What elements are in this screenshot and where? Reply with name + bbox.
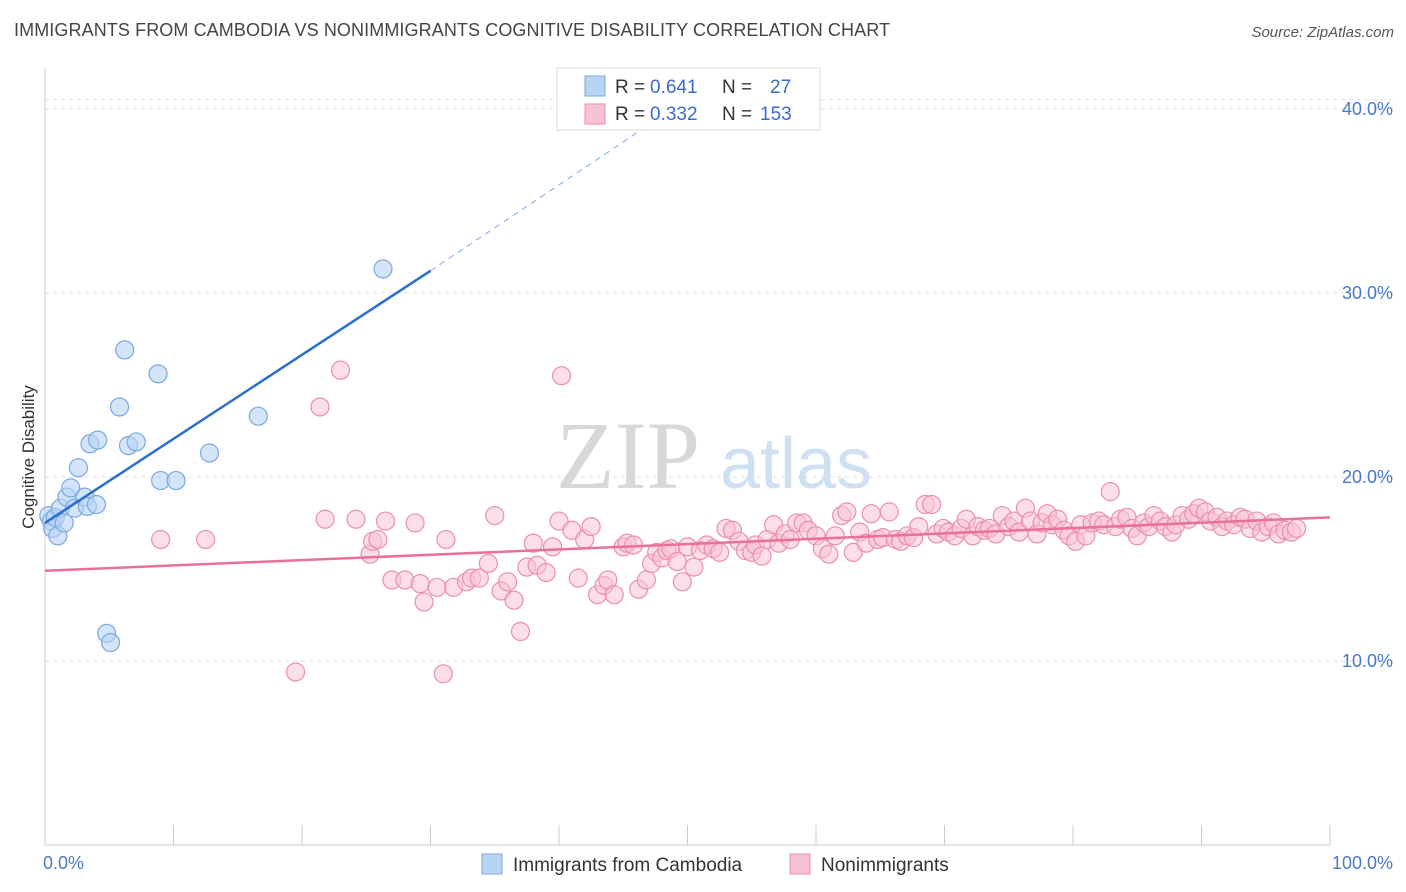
- chart-source: Source: ZipAtlas.com: [1251, 24, 1394, 41]
- point-nonimmigrants-14: [410, 574, 430, 594]
- point-nonimmigrants-37: [568, 568, 588, 588]
- point-cambodia-18: [109, 397, 130, 417]
- x-tick-label-0: 0.0%: [43, 853, 84, 873]
- series-legend: Immigrants from Cambodia Nonimmigrants: [481, 853, 949, 876]
- point-nonimmigrants-4: [315, 509, 335, 529]
- legend-n-value-1: 27: [770, 77, 791, 98]
- grid-lines: [45, 99, 1395, 662]
- trend-lines: [44, 115, 1331, 573]
- legend-n-value-2: 153: [760, 104, 792, 125]
- point-nonimmigrants-55: [672, 572, 692, 592]
- point-nonimmigrants-39: [581, 516, 601, 537]
- point-nonimmigrants-10: [375, 511, 396, 531]
- point-cambodia-21: [126, 432, 146, 452]
- point-nonimmigrants-127: [1100, 482, 1120, 502]
- legend-swatch-nonimmigrants: [789, 853, 811, 875]
- watermark-zip: ZIP: [556, 402, 700, 509]
- axes: [44, 68, 1331, 846]
- watermark: ZIP atlas: [556, 402, 872, 509]
- point-nonimmigrants-61: [710, 542, 730, 562]
- point-nonimmigrants-17: [433, 664, 453, 684]
- point-nonimmigrants-82: [837, 502, 857, 522]
- point-nonimmigrants-16: [427, 577, 447, 597]
- point-nonimmigrants-1: [196, 529, 216, 550]
- y-tick-label-2: 30.0%: [1342, 283, 1393, 303]
- point-cambodia-22: [148, 364, 168, 384]
- point-nonimmigrants-15: [414, 592, 434, 612]
- point-nonimmigrants-33: [542, 537, 563, 557]
- x-tick-labels: 0.0% 100.0%: [43, 853, 1393, 873]
- legend-r-label-2: R =: [615, 104, 645, 125]
- chart-title: IMMIGRANTS FROM CAMBODIA VS NONIMMIGRANT…: [14, 20, 891, 40]
- point-cambodia-15: [88, 430, 108, 450]
- point-cambodia-25: [199, 443, 220, 463]
- trend-line-nonimmigrants: [44, 516, 1331, 573]
- point-nonimmigrants-13: [405, 513, 425, 533]
- legend-swatch-blue: [584, 75, 606, 97]
- point-cambodia-26: [248, 406, 268, 426]
- point-cambodia-10: [68, 458, 89, 478]
- point-nonimmigrants-28: [510, 621, 531, 642]
- y-tick-label-1: 20.0%: [1342, 467, 1393, 487]
- point-nonimmigrants-3: [310, 397, 330, 417]
- point-cambodia-14: [86, 494, 107, 515]
- point-nonimmigrants-48: [636, 570, 656, 590]
- legend-label-nonimmigrants: Nonimmigrants: [821, 855, 949, 876]
- legend-n-label-1: N =: [722, 77, 752, 98]
- point-nonimmigrants-30: [523, 533, 543, 553]
- point-nonimmigrants-86: [861, 504, 881, 524]
- point-nonimmigrants-94: [909, 516, 929, 537]
- legend-r-label-1: R =: [615, 77, 645, 98]
- point-nonimmigrants-5: [330, 360, 351, 380]
- point-nonimmigrants-43: [604, 585, 624, 605]
- legend-swatch-cambodia: [481, 853, 503, 875]
- point-nonimmigrants-27: [504, 590, 524, 610]
- point-cambodia-24: [166, 470, 186, 491]
- trend-line-cambodia-extension: [430, 115, 663, 272]
- point-nonimmigrants-18: [436, 529, 456, 550]
- x-tick-label-1: 100.0%: [1332, 853, 1393, 873]
- point-nonimmigrants-22: [469, 568, 489, 588]
- point-nonimmigrants-9: [368, 529, 388, 550]
- legend-n-label-2: N =: [722, 104, 752, 125]
- point-nonimmigrants-96: [922, 494, 942, 515]
- point-cambodia-6: [54, 513, 74, 533]
- point-cambodia-17: [100, 632, 121, 653]
- y-axis-label: Cognitive Disability: [19, 385, 38, 529]
- legend-swatch-pink: [584, 103, 606, 125]
- point-nonimmigrants-23: [478, 553, 498, 574]
- point-nonimmigrants-68: [752, 546, 772, 566]
- point-nonimmigrants-24: [485, 505, 505, 526]
- point-nonimmigrants-57: [684, 557, 704, 577]
- point-nonimmigrants-80: [825, 526, 845, 546]
- y-tick-label-3: 40.0%: [1342, 99, 1393, 119]
- y-tick-label-0: 10.0%: [1342, 651, 1393, 671]
- point-cambodia-8: [61, 478, 81, 498]
- legend-r-value-2: 0.332: [650, 104, 698, 125]
- trend-line-cambodia: [44, 269, 432, 524]
- point-nonimmigrants-2: [285, 662, 306, 682]
- point-cambodia-27: [373, 259, 393, 279]
- point-nonimmigrants-6: [346, 509, 366, 529]
- point-cambodia-19: [115, 340, 135, 360]
- y-tick-labels: 10.0% 20.0% 30.0% 40.0%: [1342, 99, 1393, 671]
- point-nonimmigrants-35: [551, 366, 572, 386]
- watermark-atlas: atlas: [720, 424, 872, 504]
- point-nonimmigrants-0: [151, 529, 171, 550]
- point-nonimmigrants-79: [819, 544, 839, 564]
- legend-label-cambodia: Immigrants from Cambodia: [513, 855, 743, 876]
- point-nonimmigrants-89: [879, 502, 899, 522]
- point-nonimmigrants-26: [498, 572, 518, 592]
- series-immigrants-cambodia: [39, 259, 393, 653]
- legend-r-value-1: 0.641: [650, 77, 698, 98]
- point-nonimmigrants-32: [536, 563, 556, 583]
- point-nonimmigrants-160: [1286, 518, 1307, 539]
- correlation-legend: R = 0.641 N = 27 R = 0.332 N = 153: [556, 67, 821, 131]
- series-nonimmigrants: [151, 360, 1307, 684]
